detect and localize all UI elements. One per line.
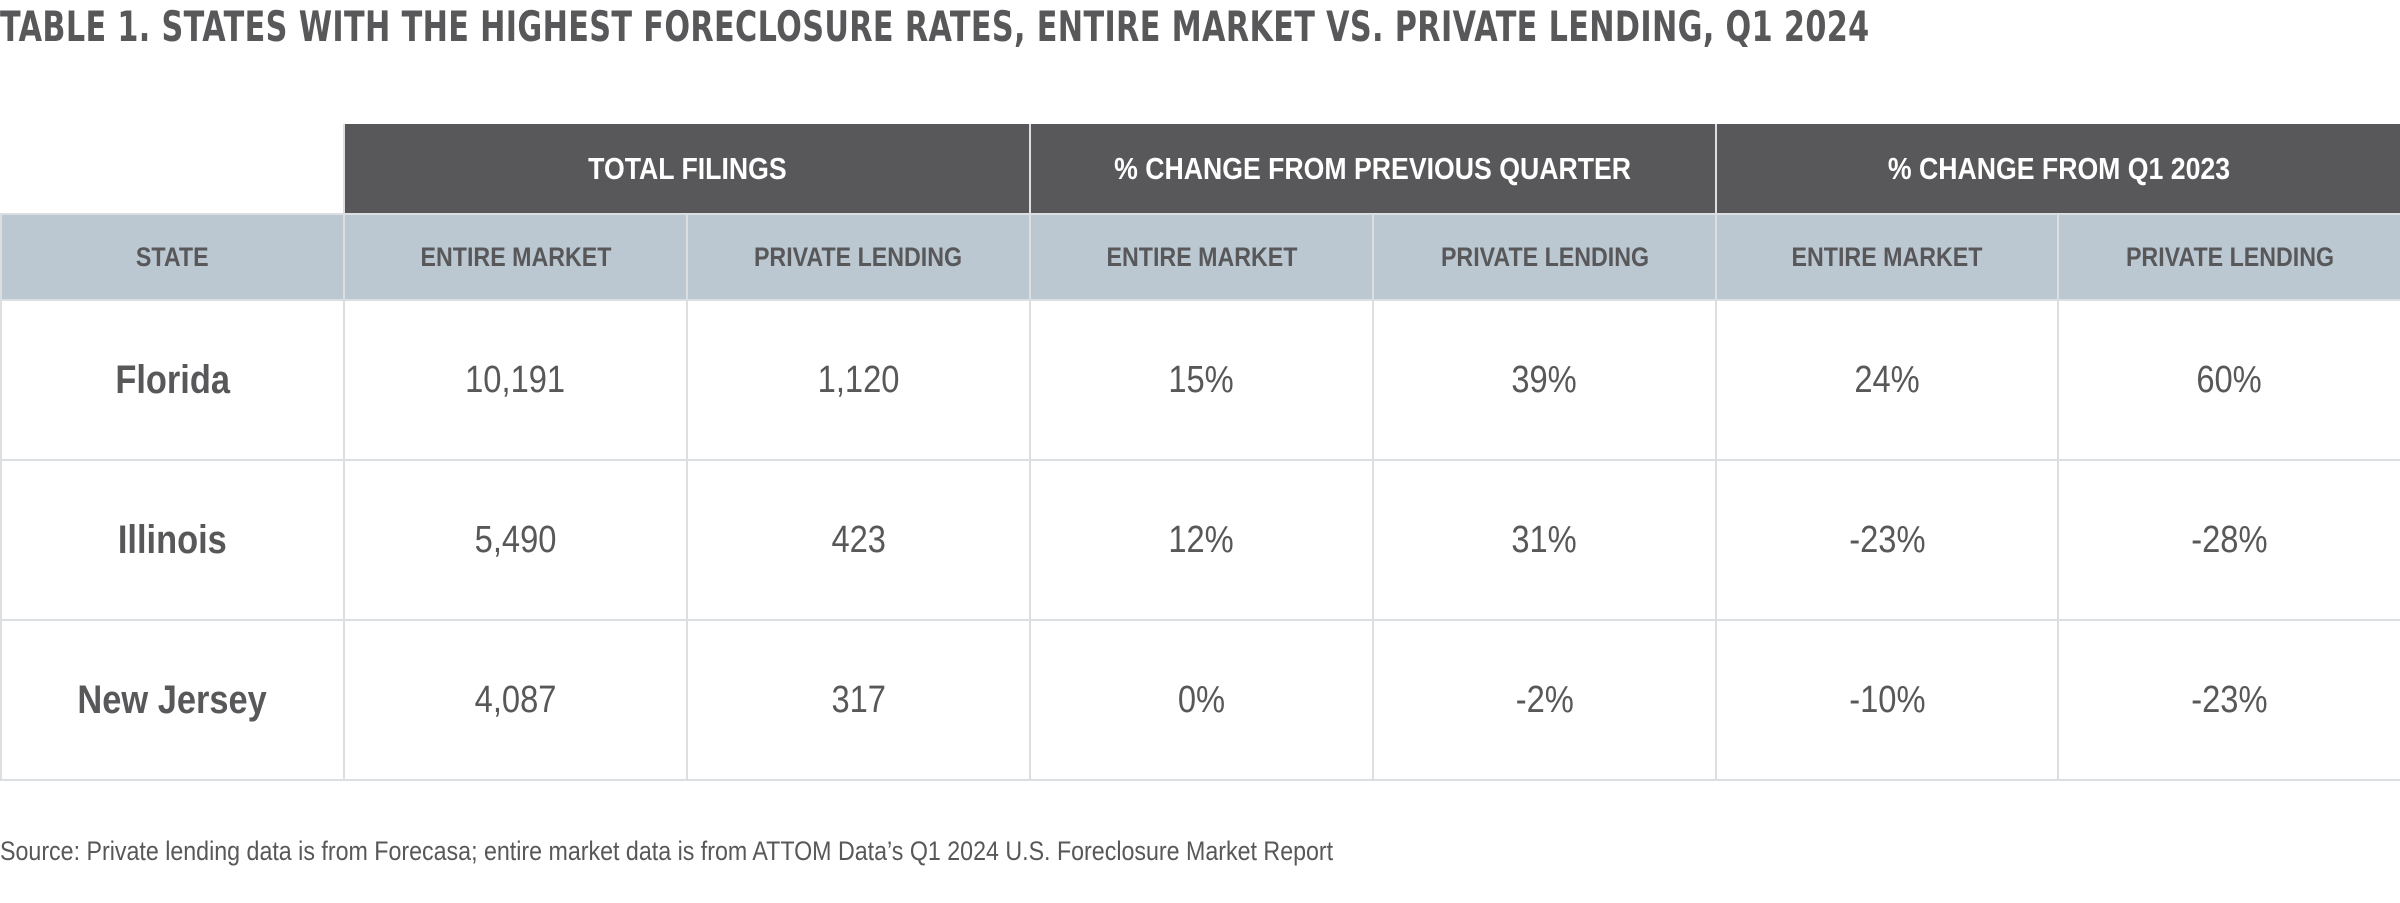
column-header-label: PRIVATE LENDING xyxy=(754,241,963,272)
table-cell: 60% xyxy=(2057,299,2400,461)
table-cell: 5,490 xyxy=(343,459,688,621)
state-cell: Illinois xyxy=(0,459,345,621)
table-cell: 10,191 xyxy=(343,299,688,461)
table-cell: -23% xyxy=(2057,619,2400,781)
cell-value: -10% xyxy=(1848,678,1926,721)
cell-value: 10,191 xyxy=(465,358,566,401)
cell-value: 12% xyxy=(1168,518,1235,561)
cell-value: Florida xyxy=(115,357,230,402)
source-note: Source: Private lending data is from For… xyxy=(0,836,1334,866)
cell-value: 24% xyxy=(1854,358,1920,401)
column-header-row: STATE ENTIRE MARKET PRIVATE LENDING ENTI… xyxy=(0,213,2400,301)
table-cell: 24% xyxy=(1715,299,2060,461)
column-group-header-row: TOTAL FILINGS % CHANGE FROM PREVIOUS QUA… xyxy=(1,124,2400,214)
group-header-label: TOTAL FILINGS xyxy=(587,150,787,186)
column-header-yoy-private-lending: PRIVATE LENDING xyxy=(2057,213,2400,301)
table-row: New Jersey 4,087 317 0% -2% -10% -23% xyxy=(0,619,2400,781)
group-header-label: % CHANGE FROM PREVIOUS QUARTER xyxy=(1114,150,1632,186)
cell-value: 4,087 xyxy=(474,678,557,721)
table-cell: -10% xyxy=(1715,619,2060,781)
blank-corner-cell xyxy=(1,124,344,214)
column-header-total-private-lending: PRIVATE LENDING xyxy=(686,213,1031,301)
state-cell: New Jersey xyxy=(0,619,345,781)
cell-value: New Jersey xyxy=(77,677,268,722)
table-row: Florida 10,191 1,120 15% 39% 24% 60% xyxy=(0,299,2400,461)
cell-value: -2% xyxy=(1515,678,1574,721)
column-header-label: ENTIRE MARKET xyxy=(1791,241,1983,272)
table-title: TABLE 1. STATES WITH THE HIGHEST FORECLO… xyxy=(0,2,1870,51)
group-header-change-previous-quarter: % CHANGE FROM PREVIOUS QUARTER xyxy=(1028,124,1718,214)
cell-value: 31% xyxy=(1511,518,1578,561)
cell-value: 5,490 xyxy=(474,518,557,561)
table-cell: -2% xyxy=(1371,619,1718,781)
cell-value: -23% xyxy=(2191,678,2268,721)
column-header-yoy-entire-market: ENTIRE MARKET xyxy=(1715,213,2060,301)
table-cell: 12% xyxy=(1029,459,1374,621)
cell-value: 60% xyxy=(2196,358,2263,401)
group-header-change-q1-2023: % CHANGE FROM Q1 2023 xyxy=(1715,124,2400,214)
table-cell: -28% xyxy=(2057,459,2400,621)
cell-value: 423 xyxy=(831,518,886,561)
table-cell: 0% xyxy=(1029,619,1374,781)
table-cell: 1,120 xyxy=(686,299,1031,461)
table-cell: 317 xyxy=(686,619,1031,781)
cell-value: 39% xyxy=(1511,358,1578,401)
cell-value: 1,120 xyxy=(817,358,900,401)
group-header-label: % CHANGE FROM Q1 2023 xyxy=(1887,150,2230,186)
cell-value: 15% xyxy=(1168,358,1235,401)
foreclosure-table: TOTAL FILINGS % CHANGE FROM PREVIOUS QUA… xyxy=(0,124,2400,781)
cell-value: Illinois xyxy=(118,517,227,562)
cell-value: 317 xyxy=(831,678,886,721)
column-header-label: STATE xyxy=(136,241,209,272)
cell-value: -23% xyxy=(1848,518,1926,561)
table-cell: 31% xyxy=(1371,459,1718,621)
state-cell: Florida xyxy=(0,299,345,461)
column-header-label: PRIVATE LENDING xyxy=(1440,241,1649,272)
table-cell: 15% xyxy=(1029,299,1374,461)
column-header-state: STATE xyxy=(0,213,345,301)
table-cell: 423 xyxy=(686,459,1031,621)
table-cell: 39% xyxy=(1371,299,1718,461)
column-header-label: PRIVATE LENDING xyxy=(2125,241,2334,272)
table-cell: -23% xyxy=(1715,459,2060,621)
table-cell: 4,087 xyxy=(343,619,688,781)
column-header-qoq-private-lending: PRIVATE LENDING xyxy=(1371,213,1718,301)
column-header-qoq-entire-market: ENTIRE MARKET xyxy=(1029,213,1374,301)
group-header-total-filings: TOTAL FILINGS xyxy=(343,124,1031,214)
column-header-total-entire-market: ENTIRE MARKET xyxy=(343,213,688,301)
column-header-label: ENTIRE MARKET xyxy=(1106,241,1297,272)
cell-value: 0% xyxy=(1177,678,1226,721)
cell-value: -28% xyxy=(2191,518,2268,561)
column-header-label: ENTIRE MARKET xyxy=(420,241,611,272)
table-row: Illinois 5,490 423 12% 31% -23% -28% xyxy=(0,459,2400,621)
